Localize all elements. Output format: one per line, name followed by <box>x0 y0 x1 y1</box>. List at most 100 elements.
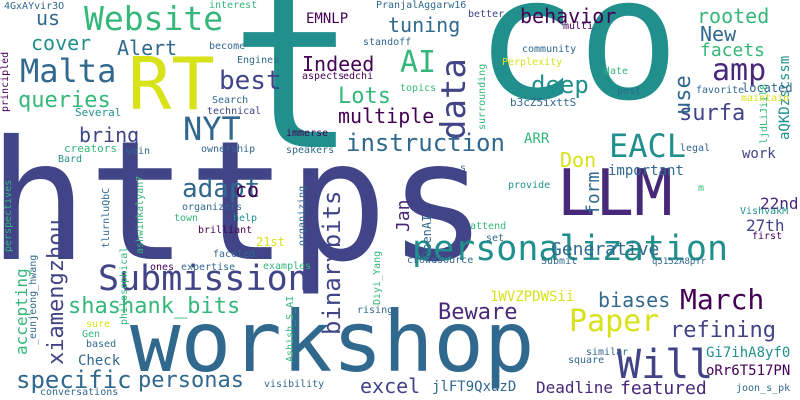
word-Gi7ihA8yf0: Gi7ihA8yf0 <box>706 345 791 361</box>
word-Alert: Alert <box>117 36 178 60</box>
word-EACL: EACL <box>609 127 687 165</box>
word-https: https <box>0 106 488 299</box>
word-ARR: ARR <box>524 131 550 147</box>
word-multi: multi <box>563 21 594 32</box>
word-Perplexity: Perplexity <box>502 57 563 68</box>
word-s: s <box>460 163 467 174</box>
word-visibility: visibility <box>264 379 325 390</box>
word-town: town <box>174 213 199 224</box>
word-q5152A8pTr: q5152A8pTr <box>652 257 707 267</box>
word-RT: RT <box>128 42 215 126</box>
word-Jan: Jan <box>393 199 414 232</box>
word-topics: topics <box>400 83 437 94</box>
word-better: better <box>468 9 505 20</box>
word-Malta: Malta <box>20 52 117 90</box>
word-Don: Don <box>560 148 597 172</box>
word-Paper: Paper <box>569 304 660 339</box>
word-NYT: NYT <box>183 110 241 148</box>
word-date: date <box>604 66 629 77</box>
word-binarybits: binarybits <box>318 190 346 336</box>
word-VishvakM: VishvakM <box>740 206 789 217</box>
word-Website: Website <box>84 0 224 38</box>
word-sure: sure <box>86 319 111 330</box>
word-square: square <box>568 355 605 366</box>
word-edchi: edchi <box>343 71 374 82</box>
word-Generative: Generative <box>551 239 660 260</box>
word-specific: specific <box>16 366 132 394</box>
word-immerse: immerse <box>286 128 329 139</box>
word-rising: rising <box>357 305 394 316</box>
word-form: form <box>583 171 604 215</box>
word-refining: refining <box>670 318 776 343</box>
word-cover: cover <box>31 31 92 55</box>
word-technical: technical <box>207 106 262 117</box>
word-behavior: behavior <box>520 4 617 28</box>
word-personalization: personalization <box>412 229 729 269</box>
word-Gen: Gen <box>82 329 101 340</box>
word-expertise: expertise <box>181 262 236 273</box>
word-Indeed: Indeed <box>302 52 375 76</box>
word-LLM: LLM <box>557 157 673 231</box>
word-Search: Search <box>212 95 249 106</box>
word-located: located <box>742 81 793 95</box>
word-use: use <box>671 75 696 115</box>
word-multiple: multiple <box>338 104 435 128</box>
word-Engines: Engines <box>237 55 280 66</box>
word-surfa: surfa <box>679 101 746 126</box>
word-excel: excel <box>360 374 421 398</box>
word-post: post <box>617 86 642 97</box>
word-featured: featured <box>620 378 707 399</box>
word-principled: principled <box>0 51 11 112</box>
word-rooted: rooted <box>697 4 770 28</box>
word-Deadline: Deadline <box>536 378 614 397</box>
word-instruction: instruction <box>346 129 505 157</box>
word-March: March <box>680 283 765 316</box>
word-OpenAI: OpenAI <box>420 214 434 258</box>
word-biases: biases <box>598 288 671 312</box>
word-Lots: Lots <box>338 84 391 109</box>
word-t: t <box>230 0 357 197</box>
word-Bard: Bard <box>58 154 83 165</box>
word-PranjalAggarw16: PranjalAggarw16 <box>376 0 467 11</box>
word-provide: provide <box>508 180 551 191</box>
word-co: co <box>475 0 680 139</box>
word-faceted: faceted <box>213 249 256 260</box>
word-_eunjeong_hwang: _eunjeong_hwang <box>28 254 39 345</box>
word-tuning: tuning <box>388 13 461 37</box>
word-philosophical: philosophical <box>119 246 130 325</box>
word-conversations: conversations <box>40 387 119 398</box>
word-community: community <box>522 44 577 55</box>
word-Several: Several <box>75 106 122 119</box>
word-speakers: speakers <box>286 145 335 156</box>
word-ones: ones <box>150 262 175 273</box>
word-Diyi_Yang: Diyi_Yang <box>372 250 383 305</box>
word-21st: 21st <box>256 235 285 249</box>
word-become: become <box>209 41 246 52</box>
word-favorite: favorite <box>696 85 745 96</box>
word-perspectives: perspectives <box>3 179 14 252</box>
word-similar: similar <box>586 347 629 358</box>
word-attend: attend <box>470 221 507 232</box>
word-1WVZPDWSii: 1WVZPDWSii <box>490 289 575 305</box>
word-first: first <box>752 231 783 242</box>
word-Beware: Beware <box>438 300 518 325</box>
word-maintain: maintain <box>741 93 790 104</box>
word-Submission: Submission <box>98 259 309 299</box>
word-Submit: Submit <box>541 256 578 267</box>
word-Will: Will <box>617 342 714 388</box>
word-interest: interest <box>209 0 258 11</box>
word-AI: AI <box>400 45 437 80</box>
word-jlFT9QxazD: jlFT9QxazD <box>432 379 517 395</box>
word-queries: queries <box>18 88 111 113</box>
word-creators: creators <box>64 142 117 155</box>
word-data: data <box>434 58 474 140</box>
word-aspects: aspects <box>302 71 345 82</box>
word-tlurnluQbC: tlurnluQbC <box>101 187 112 248</box>
word-workshop: workshop <box>130 293 535 391</box>
word-EMNLP: EMNLP <box>306 11 349 27</box>
word-Ashish_S_AI: Ashish_S_AI <box>285 295 296 362</box>
word-co-small: co <box>235 178 260 202</box>
word-deep: deep <box>531 71 589 99</box>
word-bring: bring <box>79 123 140 147</box>
